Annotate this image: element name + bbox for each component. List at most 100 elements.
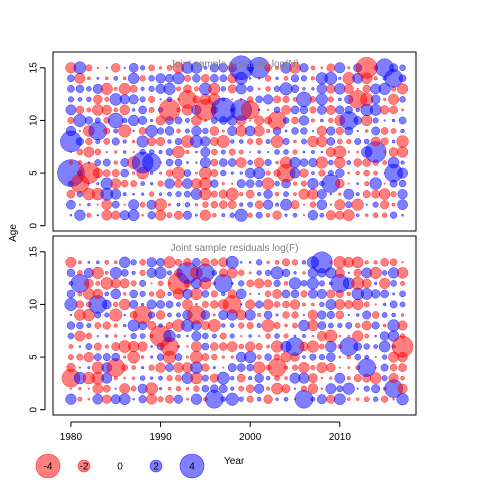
residual-bubble (96, 203, 99, 206)
legend-label: -4 (44, 462, 53, 473)
residual-bubble (186, 161, 189, 164)
residual-bubble (353, 158, 362, 167)
residual-bubble (383, 182, 386, 185)
residual-bubble (219, 200, 228, 209)
residual-bubble (369, 372, 382, 384)
residual-bubble (338, 192, 342, 196)
residual-bubble (356, 87, 359, 90)
residual-bubble (369, 177, 382, 190)
residual-bubble (228, 158, 237, 167)
residual-bubble (273, 95, 281, 104)
residual-bubble (301, 334, 306, 339)
residual-bubble (68, 344, 74, 349)
residual-bubble (326, 137, 336, 146)
residual-bubble (174, 179, 183, 188)
residual-bubble (240, 334, 243, 338)
residual-bubble (397, 199, 408, 211)
residual-bubble (258, 292, 261, 295)
residual-bubble (65, 393, 77, 405)
residual-bubble (370, 94, 381, 105)
residual-bubble (355, 213, 360, 217)
residual-bubble (221, 182, 225, 186)
residual-bubble (167, 386, 172, 391)
residual-bubble (111, 352, 121, 362)
residual-bubble (96, 213, 100, 217)
residual-bubble (138, 127, 147, 135)
residual-bubble (220, 396, 227, 402)
residual-bubble (258, 334, 261, 338)
residual-bubble (139, 201, 146, 208)
residual-bubble (373, 76, 378, 81)
residual-bubble (219, 332, 227, 340)
residual-bubble (155, 310, 166, 320)
residual-bubble (203, 65, 208, 70)
residual-bubble (104, 76, 109, 81)
residual-bubble (139, 96, 146, 103)
residual-bubble (246, 363, 254, 372)
residual-bubble (310, 65, 316, 71)
residual-bubble (148, 95, 156, 103)
residual-bubble (255, 179, 263, 188)
residual-bubble (391, 139, 396, 144)
residual-bubble (220, 149, 226, 155)
residual-bubble (273, 301, 281, 308)
residual-bubble (190, 341, 202, 353)
residual-bubble (247, 138, 254, 145)
residual-bubble (261, 177, 275, 190)
residual-bubble (92, 393, 104, 405)
residual-bubble (142, 153, 161, 172)
residual-bubble (190, 61, 203, 74)
legend-label: 4 (189, 462, 195, 473)
residual-bubble (105, 150, 108, 154)
residual-bubble (334, 299, 346, 310)
residual-bubble (176, 128, 181, 134)
residual-bubble (328, 322, 334, 329)
residual-bubble (111, 169, 120, 178)
residual-bubble (296, 91, 312, 108)
residual-bubble (254, 157, 265, 168)
residual-bubble (186, 334, 189, 338)
residual-bubble (246, 395, 254, 403)
residual-bubble (139, 259, 146, 266)
residual-bubble (158, 375, 163, 381)
residual-bubble (83, 146, 95, 158)
residual-bubble (238, 280, 245, 287)
residual-bubble (301, 138, 307, 145)
residual-bubble (227, 289, 237, 299)
panel-title: Joint sample residuals log(F) (171, 243, 299, 254)
residual-bubble (66, 321, 76, 330)
residual-bubble (248, 334, 252, 338)
residual-bubble (347, 313, 350, 317)
residual-bubble (104, 291, 110, 297)
residual-bubble (212, 212, 217, 218)
bubble-layer (57, 55, 409, 222)
bubble-layer (61, 251, 414, 409)
residual-bubble (186, 345, 189, 348)
residual-bubble (374, 356, 377, 359)
residual-bubble (399, 64, 406, 72)
residual-bubble (102, 353, 111, 362)
residual-bubble (92, 288, 103, 300)
residual-bubble (317, 310, 327, 320)
residual-bubble (78, 345, 82, 348)
residual-bubble (86, 86, 92, 92)
residual-bubble (254, 200, 264, 209)
residual-bubble (263, 189, 273, 199)
residual-bubble (248, 292, 252, 296)
residual-bubble (382, 160, 387, 165)
residual-bubble (119, 256, 131, 269)
residual-bubble (308, 289, 318, 299)
residual-bubble (283, 191, 289, 197)
residual-bubble (244, 309, 256, 321)
residual-bubble (334, 156, 346, 169)
residual-bubble (211, 270, 218, 276)
residual-bubble (255, 259, 263, 266)
residual-bubble (390, 280, 397, 287)
residual-bubble (228, 148, 236, 156)
residual-bubble (66, 189, 76, 199)
residual-bubble (356, 182, 360, 186)
residual-bubble (362, 310, 372, 320)
residual-bubble (201, 258, 210, 267)
residual-bubble (334, 372, 346, 384)
residual-bubble (183, 84, 192, 94)
